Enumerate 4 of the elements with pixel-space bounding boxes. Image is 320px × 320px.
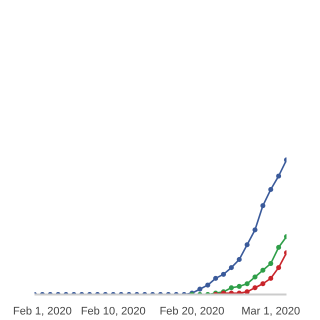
x-tick-label: Mar 1, 2020 [241,306,300,318]
x-tick-label: Feb 1, 2020 [13,306,72,318]
x-tick-label: Feb 10, 2020 [80,306,146,318]
x-tick-label: Feb 20, 2020 [160,306,224,318]
